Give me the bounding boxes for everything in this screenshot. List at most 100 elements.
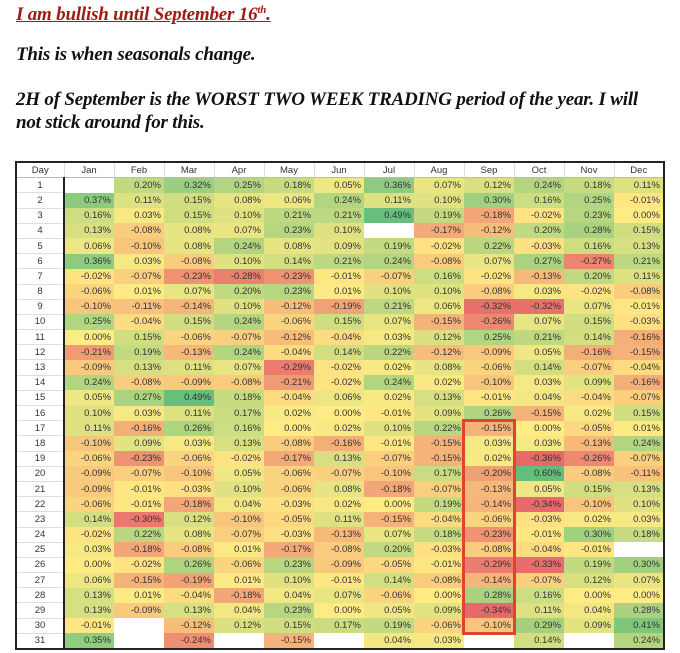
value-cell-jan: 0.24% [64,375,114,391]
value-cell-jan: 0.00% [64,557,114,573]
value-cell-jan: -0.10% [64,435,114,452]
value-cell-dec: 0.15% [614,223,664,239]
value-cell-feb: -0.23% [114,451,164,467]
header-apr: Apr [214,162,265,179]
day-cell: 2 [16,192,65,209]
value-cell-apr: 0.07% [214,359,264,376]
value-cell-sep: -0.10% [464,375,514,391]
value-cell-dec: 0.11% [614,177,664,193]
value-cell-mar: 0.07% [164,284,214,300]
value-cell-apr: 0.18% [214,390,264,406]
value-cell-may: 0.23% [264,602,314,619]
value-cell-aug: 0.12% [414,329,464,345]
value-cell-apr: 0.25% [214,177,264,193]
value-cell-sep: -0.15% [464,420,514,436]
september-text-line-1: 2H of September is the WORST TWO WEEK TR… [16,89,638,110]
value-cell-feb: -0.08% [114,375,164,391]
value-cell-oct: 0.14% [514,633,564,649]
value-cell-dec: 0.07% [614,572,664,588]
value-cell-jun: 0.07% [314,587,364,603]
value-cell-nov: 0.09% [564,618,614,634]
value-cell-jan: 0.13% [64,602,114,619]
value-cell-dec: -0.16% [614,375,664,391]
value-cell-oct: 0.03% [514,375,564,391]
value-cell-dec: -0.04% [614,359,664,376]
value-cell-jan: 0.13% [64,587,114,603]
value-cell-apr: -0.28% [214,268,264,284]
table-row: 14 0.24% -0.08% -0.09% -0.08% -0.21% -0.02% 0.2… [16,375,664,391]
value-cell-jun: -0.01% [314,572,364,588]
value-cell-may: -0.12% [264,329,314,345]
value-cell-apr: -0.07% [214,329,264,345]
value-cell-apr: 0.17% [214,405,264,421]
day-cell: 9 [16,299,65,315]
day-cell: 3 [16,208,65,224]
value-cell-jan: 0.03% [64,542,114,558]
day-cell: 31 [16,633,65,650]
value-cell-feb: -0.16% [114,420,164,436]
table-row: 4 0.13% -0.08% 0.08% 0.07% 0.23% 0.10% -0.17% -0… [16,223,664,239]
value-cell-mar: -0.06% [164,451,214,467]
value-cell-feb: -0.02% [114,557,164,573]
value-cell-sep: -0.08% [464,542,514,558]
value-cell-may: 0.18% [264,177,314,193]
value-cell-dec: -0.07% [614,451,664,467]
headline-period: . [266,4,271,26]
value-cell-nov: -0.05% [564,420,614,436]
value-cell-mar: 0.26% [164,420,214,436]
value-cell-oct: 0.16% [514,587,564,603]
value-cell-oct: 0.24% [514,177,564,193]
value-cell-jun: 0.00% [314,602,364,619]
value-cell-jul: 0.04% [364,633,414,649]
value-cell-sep: 0.03% [464,435,514,452]
day-cell: 20 [16,466,65,482]
day-cell: 7 [16,268,65,285]
value-cell-sep: 0.26% [464,405,514,421]
day-cell: 24 [16,527,65,543]
value-cell-jan: -0.02% [64,527,114,543]
value-cell-apr: 0.04% [214,496,264,512]
value-cell-may: -0.03% [264,496,314,512]
table-row: 2 0.37% 0.11% 0.15% 0.08% 0.06% 0.24% 0.11% 0.10… [16,192,664,209]
value-cell-nov: 0.12% [564,572,614,588]
table-row: 3 0.16% 0.03% 0.15% 0.10% 0.21% 0.21% 0.49% 0.19… [16,208,664,224]
day-cell: 21 [16,481,65,498]
value-cell-oct: 0.20% [514,223,564,239]
value-cell-jun: -0.08% [314,542,364,558]
value-cell-aug: -0.03% [414,542,464,558]
table-row: 27 0.06% -0.15% -0.19% 0.01% 0.10% -0.01% 0.14%… [16,572,664,589]
value-cell-mar: 0.11% [164,359,214,376]
value-cell-jul: 0.19% [364,238,414,254]
value-cell-dec: -0.03% [614,314,664,330]
value-cell-jul: 0.02% [364,359,414,376]
value-cell-jul: 0.00% [364,496,414,512]
value-cell-mar: -0.04% [164,587,214,603]
value-cell-jul: 0.11% [364,192,414,209]
value-cell-aug: 0.03% [414,633,464,649]
value-cell-sep: -0.23% [464,527,514,543]
value-cell-oct: -0.03% [514,238,564,254]
value-cell-jan: -0.01% [64,618,114,634]
value-cell-feb: 0.20% [114,177,164,193]
value-cell-nov: 0.16% [564,238,614,254]
value-cell-jan: 0.10% [64,405,114,421]
value-cell-mar: 0.08% [164,527,214,543]
value-cell-may: -0.15% [264,633,314,649]
value-cell-may: -0.12% [264,299,314,315]
value-cell-oct: 0.05% [514,344,564,360]
value-cell-sep: -0.01% [464,390,514,406]
value-cell-sep: -0.06% [464,511,514,527]
day-cell: 29 [16,602,65,619]
value-cell-mar: 0.49% [164,390,214,406]
value-cell-dec: 0.30% [614,557,664,573]
table-row: 1 0.20% 0.32% 0.25% 0.18% 0.05% 0.36% 0.07% 0.12… [16,177,664,194]
value-cell-apr: -0.08% [214,375,264,391]
value-cell-jun: -0.02% [314,375,364,391]
value-cell-dec: -0.08% [614,284,664,300]
day-cell: 23 [16,511,65,528]
day-cell: 19 [16,451,65,467]
value-cell-mar: 0.26% [164,557,214,573]
value-cell-mar: -0.10% [164,466,214,482]
value-cell-dec: 0.00% [614,208,664,224]
value-cell-jun: 0.14% [314,344,364,360]
